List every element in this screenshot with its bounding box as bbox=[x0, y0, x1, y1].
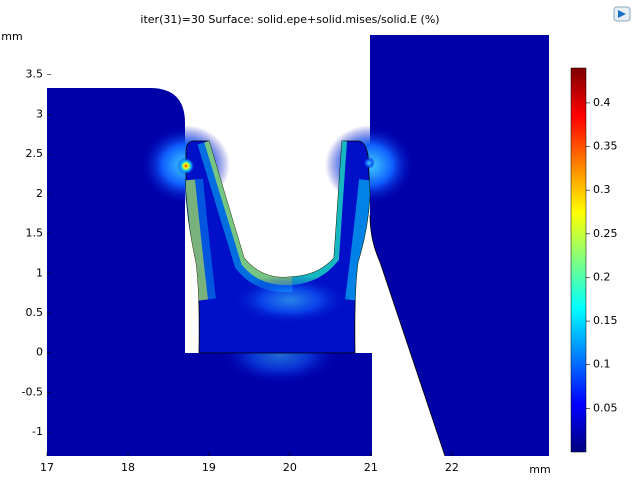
hotspot bbox=[177, 157, 195, 175]
y-axis-unit: mm bbox=[1, 30, 22, 43]
colorbar-tick-label: 0.35 bbox=[593, 140, 618, 153]
logo-mark bbox=[618, 10, 626, 18]
y-tick-label: 0.5 bbox=[26, 306, 44, 319]
x-tick-label: 20 bbox=[283, 461, 297, 474]
x-tick-label: 18 bbox=[121, 461, 135, 474]
y-tick-label: 1.5 bbox=[26, 227, 44, 240]
chart-title: iter(31)=30 Surface: solid.epe+solid.mis… bbox=[140, 13, 439, 26]
x-tick-label: 19 bbox=[202, 461, 216, 474]
colorbar-tick-label: 0.15 bbox=[593, 314, 618, 327]
y-tick-label: -0.5 bbox=[22, 385, 43, 398]
colorbar-tick-label: 0.1 bbox=[593, 358, 611, 371]
colorbar-tick-label: 0.3 bbox=[593, 183, 611, 196]
surface bbox=[47, 35, 549, 457]
y-tick-label: 2 bbox=[36, 187, 43, 200]
stress-band bbox=[345, 179, 370, 301]
hotspot bbox=[363, 157, 375, 169]
y-tick-label: 3.5 bbox=[26, 68, 44, 81]
colorbar bbox=[570, 67, 587, 453]
colorbar-tick-label: 0.05 bbox=[593, 401, 618, 414]
colorbar-tick-label: 0.4 bbox=[593, 96, 611, 109]
x-tick-label: 22 bbox=[445, 461, 459, 474]
x-tick-label: 17 bbox=[40, 461, 54, 474]
domain-edge bbox=[369, 214, 446, 457]
colorbar-tick-label: 0.25 bbox=[593, 227, 618, 240]
stress-glow bbox=[230, 275, 350, 325]
stress-band bbox=[186, 179, 208, 301]
y-tick-label: 1 bbox=[36, 266, 43, 279]
logo bbox=[613, 6, 631, 22]
right-domain bbox=[370, 35, 549, 456]
y-tick-label: 3 bbox=[36, 107, 43, 120]
colorbar-tick-label: 0.2 bbox=[593, 270, 611, 283]
x-tick-label: 21 bbox=[364, 461, 378, 474]
stress-band bbox=[186, 178, 216, 302]
y-tick-label: 0 bbox=[36, 346, 43, 359]
y-tick-label: 2.5 bbox=[26, 147, 44, 160]
y-tick-label: -1 bbox=[32, 425, 43, 438]
x-axis-unit: mm bbox=[529, 463, 550, 476]
